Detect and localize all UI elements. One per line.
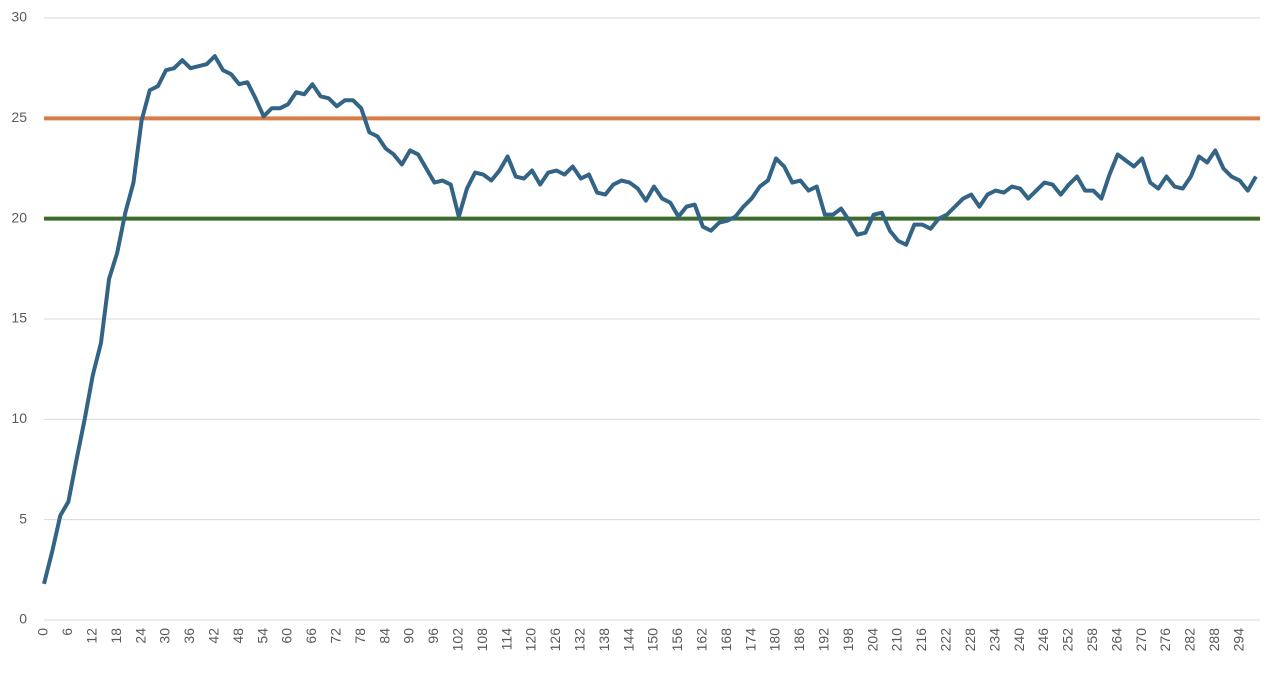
x-tick-label: 186 (791, 628, 807, 652)
x-tick-label: 174 (742, 628, 758, 652)
x-tick-label: 252 (1060, 628, 1076, 652)
x-tick-label: 144 (620, 628, 636, 652)
y-tick-label: 25 (11, 109, 27, 125)
x-tick-label: 60 (279, 628, 295, 644)
x-tick-label: 114 (498, 628, 514, 651)
x-tick-label: 180 (767, 628, 783, 652)
x-tick-label: 240 (1011, 628, 1027, 652)
x-tick-label: 270 (1133, 628, 1149, 652)
x-tick-label: 276 (1157, 628, 1173, 652)
x-tick-label: 120 (523, 628, 539, 652)
x-tick-label: 42 (206, 628, 222, 644)
x-tick-label: 282 (1182, 628, 1198, 652)
x-tick-label: 18 (108, 628, 124, 644)
x-tick-label: 138 (596, 628, 612, 652)
y-tick-label: 5 (19, 510, 27, 526)
y-tick-label: 20 (11, 209, 27, 225)
x-tick-label: 246 (1035, 628, 1051, 652)
x-tick-label: 162 (694, 628, 710, 652)
y-tick-label: 0 (19, 611, 27, 627)
y-tick-label: 10 (11, 410, 27, 426)
x-tick-label: 108 (474, 628, 490, 652)
x-tick-label: 234 (986, 628, 1002, 652)
x-tick-label: 6 (59, 628, 75, 636)
x-tick-label: 156 (669, 628, 685, 652)
x-tick-label: 216 (913, 628, 929, 652)
x-tick-label: 198 (840, 628, 856, 652)
x-tick-label: 210 (889, 628, 905, 652)
x-tick-label: 36 (181, 628, 197, 644)
x-tick-label: 258 (1084, 628, 1100, 652)
x-tick-label: 24 (132, 628, 148, 644)
x-tick-label: 204 (864, 628, 880, 652)
x-tick-label: 126 (547, 628, 563, 652)
x-tick-label: 78 (352, 628, 368, 644)
x-tick-label: 84 (376, 628, 392, 644)
data-line (42, 54, 1258, 585)
x-tick-label: 150 (645, 628, 661, 652)
x-tick-label: 72 (328, 628, 344, 644)
x-tick-label: 102 (450, 628, 466, 652)
x-tick-label: 54 (254, 628, 270, 644)
x-tick-label: 264 (1108, 628, 1124, 652)
x-tick-label: 288 (1206, 628, 1222, 652)
x-tick-label: 30 (157, 628, 173, 644)
y-tick-label: 15 (11, 310, 27, 326)
x-tick-label: 90 (401, 628, 417, 644)
x-tick-label: 66 (303, 628, 319, 644)
x-tick-label: 0 (35, 628, 51, 636)
x-tick-label: 12 (84, 628, 100, 644)
x-tick-label: 132 (572, 628, 588, 652)
x-tick-label: 192 (816, 628, 832, 652)
x-tick-label: 294 (1230, 628, 1246, 652)
y-tick-label: 30 (11, 9, 27, 25)
x-tick-label: 168 (718, 628, 734, 652)
x-tick-label: 228 (962, 628, 978, 652)
x-tick-label: 96 (425, 628, 441, 644)
x-tick-label: 48 (230, 628, 246, 644)
x-tick-label: 222 (938, 628, 954, 652)
